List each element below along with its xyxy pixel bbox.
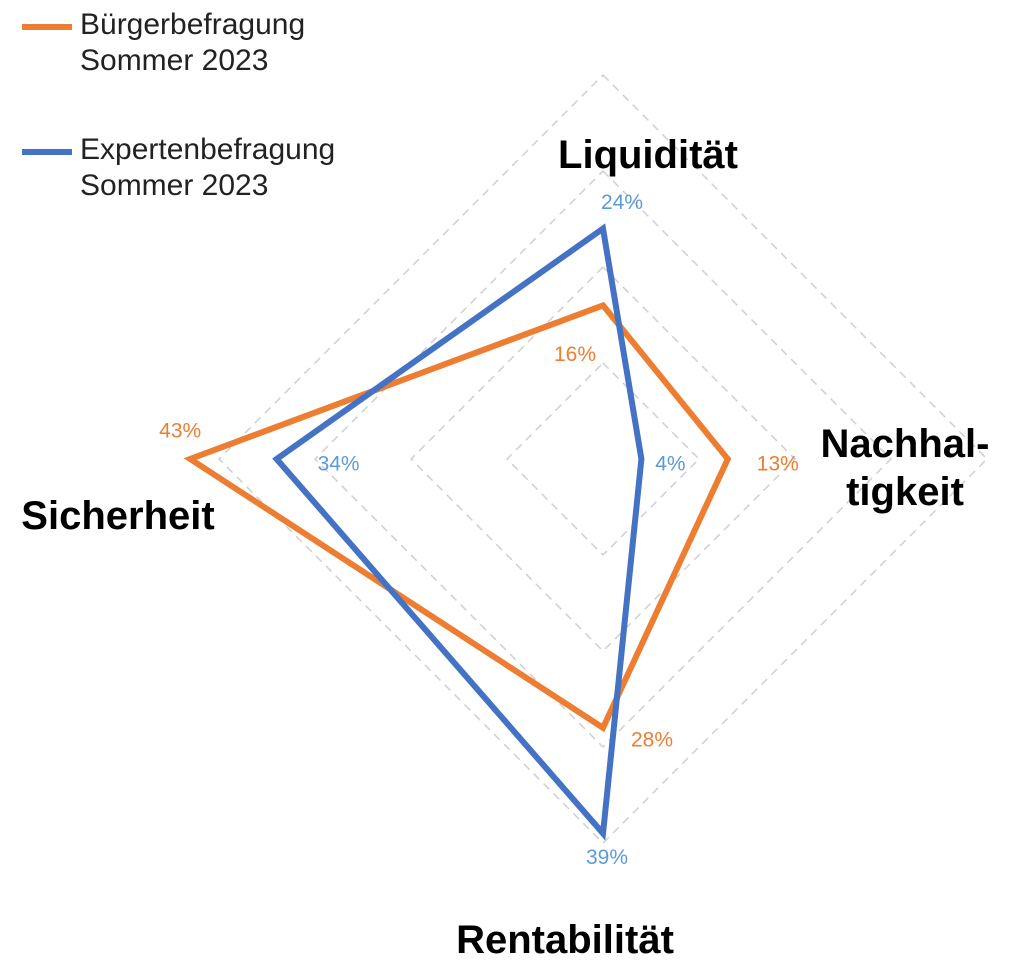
data-label: 39% <box>586 846 628 869</box>
legend-label: Bürgerbefragung Sommer 2023 <box>80 8 306 77</box>
legend-label: Expertenbefragung Sommer 2023 <box>80 133 336 202</box>
data-label: 43% <box>159 420 201 443</box>
axis-label: Liquidität <box>558 133 738 177</box>
data-label: 13% <box>757 453 799 476</box>
axis-label: Sicherheit <box>21 494 215 538</box>
series-line <box>183 301 732 733</box>
grid-ring <box>313 169 893 749</box>
data-label: 28% <box>631 728 673 751</box>
data-label: 24% <box>601 191 643 214</box>
data-label: 16% <box>554 343 596 366</box>
data-label: 4% <box>655 453 685 476</box>
data-label: 34% <box>318 453 360 476</box>
axis-label: Rentabilität <box>456 918 674 962</box>
axis-label: Nachhal- tigkeit <box>820 422 990 514</box>
series-line <box>272 223 645 841</box>
grid-ring <box>217 73 989 845</box>
grid-ring <box>505 361 701 557</box>
